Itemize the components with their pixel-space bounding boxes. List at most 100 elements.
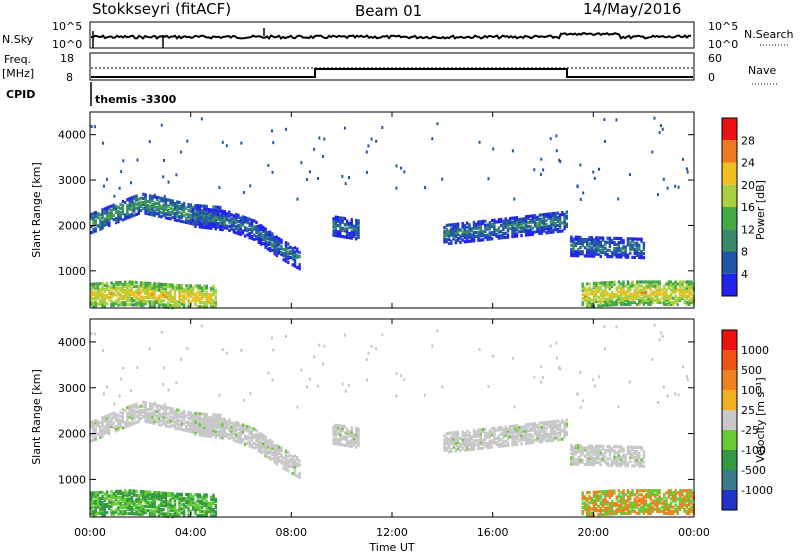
power-cell: [178, 211, 180, 214]
power-cell: [240, 217, 242, 220]
power-cell: [289, 256, 291, 259]
power-cell: [613, 301, 615, 304]
velocity-cell: [631, 502, 633, 505]
velocity-cell: [140, 490, 142, 493]
velocity-cell: [663, 493, 665, 496]
power-cell: [620, 247, 622, 250]
power-cell: [665, 289, 667, 292]
velocity-cell: [618, 489, 620, 492]
power-cell: [271, 243, 273, 246]
velocity-cell: [206, 420, 208, 423]
power-cell: [228, 225, 230, 228]
power-cell: [287, 247, 289, 250]
power-cell: [647, 280, 649, 283]
power-cell: [348, 232, 350, 235]
power-cell: [197, 291, 199, 294]
power-cell: [203, 205, 205, 208]
power-cell: [298, 263, 300, 266]
power-cell: [654, 280, 656, 283]
velocity-cell: [151, 493, 153, 496]
power-cell: [135, 301, 137, 304]
velocity-cell: [482, 428, 484, 431]
power-cell: [489, 231, 491, 234]
power-cell: [99, 298, 101, 301]
power-cell: [534, 214, 536, 217]
velocity-cell: [629, 460, 631, 463]
velocity-cell: [622, 447, 624, 450]
power-cell: [294, 250, 296, 253]
velocity-cell: [348, 430, 350, 433]
power-cell: [653, 117, 655, 120]
power-cell: [663, 178, 665, 181]
power-cell: [133, 299, 135, 302]
power-cell: [280, 239, 282, 242]
velocity-cell: [613, 455, 615, 458]
power-cell: [176, 219, 178, 222]
nsky-tick-top: 10^5: [52, 20, 82, 33]
velocity-cell: [484, 432, 486, 435]
power-cell: [119, 211, 121, 214]
velocity-cell: [276, 444, 278, 447]
velocity-cell: [631, 464, 633, 467]
power-cell: [160, 215, 162, 218]
velocity-cell: [527, 437, 529, 440]
power-cell: [144, 296, 146, 299]
velocity-cell: [283, 456, 285, 459]
power-cell: [172, 304, 174, 307]
power-cell: [183, 220, 185, 223]
power-cell: [395, 187, 397, 190]
power-cell: [634, 284, 636, 287]
velocity-cell: [561, 429, 563, 432]
power-cell: [140, 296, 142, 299]
velocity-cell: [181, 507, 183, 510]
velocity-cell: [557, 424, 559, 427]
power-cell: [92, 283, 94, 286]
power-cell: [244, 226, 246, 229]
power-cell: [471, 227, 473, 230]
power-cell: [158, 196, 160, 199]
power-cell: [588, 282, 590, 285]
power-cell: [652, 280, 654, 283]
power-cell: [443, 230, 445, 233]
velocity-cell: [629, 450, 631, 453]
velocity-cell: [582, 510, 584, 513]
velocity-cell: [618, 500, 620, 503]
velocity-cell: [135, 415, 137, 418]
power-cell: [131, 297, 133, 300]
velocity-cell: [104, 503, 106, 506]
power-cell: [215, 295, 217, 298]
velocity-cell: [169, 425, 171, 428]
power-cell: [192, 286, 194, 289]
power-cell: [99, 288, 101, 291]
velocity-cell: [167, 412, 169, 415]
velocity-cell: [575, 458, 577, 461]
velocity-cell: [240, 425, 242, 428]
power-cell: [122, 295, 124, 298]
velocity-cell: [153, 491, 155, 494]
velocity-cell: [206, 416, 208, 419]
power-cell: [611, 239, 613, 242]
velocity-cell: [287, 469, 289, 472]
power-cell: [502, 220, 504, 223]
velocity-cell: [479, 348, 481, 351]
velocity-cell: [95, 491, 97, 494]
velocity-cell: [344, 444, 346, 447]
velocity-cell: [212, 427, 214, 430]
power-cell: [201, 117, 203, 120]
power-cell: [661, 301, 663, 304]
velocity-cell: [122, 408, 124, 411]
power-cell: [462, 230, 464, 233]
velocity-cell: [249, 392, 251, 395]
power-cell: [679, 280, 681, 283]
velocity-cell: [212, 417, 214, 420]
power-cell: [168, 181, 170, 184]
power-cell: [183, 214, 185, 217]
velocity-cell: [262, 442, 264, 445]
power-cell: [113, 195, 115, 198]
velocity-cell: [253, 446, 255, 449]
velocity-cell: [185, 497, 187, 500]
velocity-cell: [190, 411, 192, 414]
power-cell: [539, 218, 541, 221]
power-cell: [249, 184, 251, 187]
